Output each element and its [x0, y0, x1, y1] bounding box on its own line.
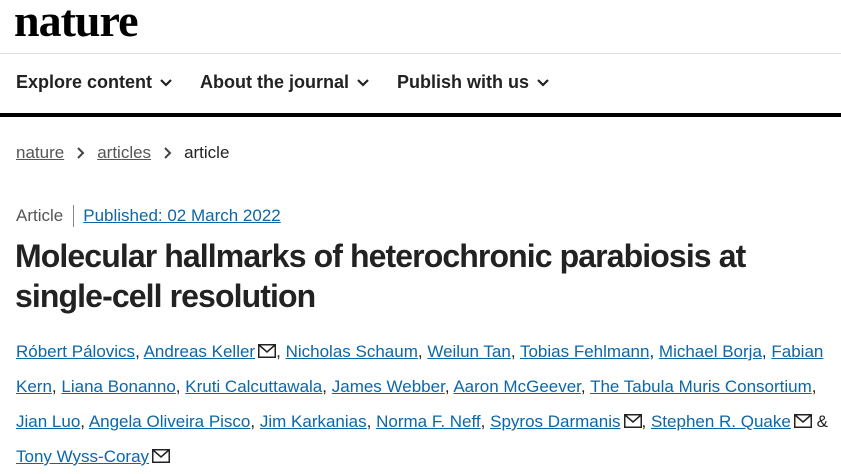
chevron-right	[77, 147, 85, 159]
article-meta: Article Published: 02 March 2022	[16, 205, 281, 227]
author-conjunction: &	[816, 412, 828, 431]
author-name[interactable]: Michael Borja	[658, 342, 762, 361]
author-separator: ,	[444, 377, 450, 396]
logo[interactable]: nature	[14, 0, 138, 46]
author-name[interactable]: The Tabula Muris Consortium	[590, 377, 812, 396]
author-name[interactable]: Liana Bonanno	[61, 377, 176, 396]
mail-icon[interactable]	[793, 414, 812, 428]
author-separator: ,	[80, 412, 86, 431]
nav-item[interactable]: Publish with us	[397, 72, 549, 93]
author-list: Róbert Pálovics, Andreas Keller, Nichola…	[16, 334, 838, 474]
mail-icon[interactable]	[623, 414, 642, 428]
article-type: Article	[16, 206, 64, 225]
nav-item[interactable]: Explore content	[16, 72, 172, 93]
divider	[0, 53, 841, 54]
author-separator: ,	[51, 377, 57, 396]
chevron-right	[164, 147, 172, 159]
author-name[interactable]: Andreas Keller	[143, 342, 256, 361]
author-separator: ,	[641, 412, 647, 431]
author-separator: ,	[366, 412, 372, 431]
mail-icon[interactable]	[258, 344, 277, 358]
author-separator: ,	[580, 377, 586, 396]
meta-separator	[73, 205, 75, 227]
author-name[interactable]: Weilun Tan	[427, 342, 511, 361]
chevron-down	[160, 79, 172, 87]
author-name[interactable]: Jim Karkanias	[259, 412, 367, 431]
breadcrumb-item[interactable]: nature	[16, 143, 65, 162]
author-name[interactable]: Stephen R. Quake	[650, 412, 791, 431]
article-title: Molecular hallmarks of heterochronic par…	[15, 238, 746, 314]
author-name[interactable]: James Webber	[331, 377, 445, 396]
nav-label: About the journal	[200, 72, 350, 92]
author-separator: ,	[761, 342, 767, 361]
breadcrumb-item: article	[184, 143, 230, 162]
author-name[interactable]: Tobias Fehlmann	[519, 342, 650, 361]
author-name[interactable]: Tony Wyss-Coray	[16, 447, 150, 466]
divider	[0, 113, 841, 117]
nav-label: Publish with us	[397, 72, 530, 92]
mail-icon[interactable]	[152, 449, 171, 463]
author-separator: ,	[480, 412, 486, 431]
author-name[interactable]: Aaron McGeever	[453, 377, 581, 396]
breadcrumb: nature articles article	[16, 143, 229, 163]
author-separator: ,	[649, 342, 655, 361]
author-separator: ,	[322, 377, 327, 396]
chevron-down	[357, 79, 369, 87]
author-separator: ,	[510, 342, 516, 361]
author-separator: ,	[175, 377, 181, 396]
author-separator: ,	[135, 342, 140, 361]
breadcrumb-item[interactable]: articles	[97, 143, 152, 162]
author-separator: ,	[811, 377, 817, 396]
author-name[interactable]: Jian Luo	[16, 412, 81, 431]
author-separator: ,	[417, 342, 423, 361]
author-name[interactable]: Norma F. Neff	[376, 412, 481, 431]
nav: Explore content About the journal Publish …	[16, 72, 549, 93]
nav-item[interactable]: About the journal	[200, 72, 369, 93]
published-date[interactable]: Published: 02 March 2022	[83, 206, 281, 225]
author-name[interactable]: Nicholas Schaum	[285, 342, 418, 361]
chevron-down	[537, 79, 549, 87]
author-name[interactable]: Angela Oliveira Pisco	[88, 412, 251, 431]
author-name[interactable]: Róbert Pálovics	[16, 342, 136, 361]
author-name[interactable]: Kruti Calcuttawala	[185, 377, 323, 396]
author-name[interactable]: Spyros Darmanis	[490, 412, 621, 431]
author-name[interactable]: Fabian Kern	[16, 342, 824, 396]
author-separator: ,	[250, 412, 256, 431]
author-separator: ,	[276, 342, 281, 361]
nav-label: Explore content	[16, 72, 153, 92]
